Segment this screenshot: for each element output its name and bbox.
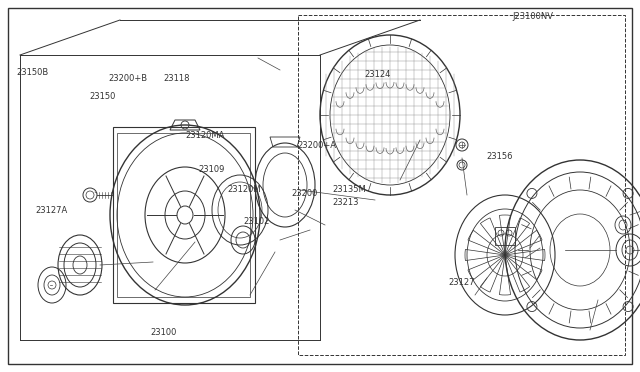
- Text: 23127: 23127: [448, 278, 474, 287]
- Text: 23200+B: 23200+B: [109, 74, 148, 83]
- Text: 23127A: 23127A: [35, 206, 67, 215]
- Text: 23213: 23213: [333, 198, 359, 207]
- Text: 23109: 23109: [198, 165, 225, 174]
- Text: 23150B: 23150B: [16, 68, 48, 77]
- Text: 23102: 23102: [243, 217, 269, 226]
- Text: J23100NV: J23100NV: [512, 12, 553, 21]
- Text: 23120M: 23120M: [227, 185, 261, 194]
- Text: 23200+A: 23200+A: [298, 141, 337, 150]
- Text: 23118: 23118: [163, 74, 189, 83]
- Text: 23100: 23100: [150, 328, 177, 337]
- Text: 23150: 23150: [90, 92, 116, 101]
- Text: 23200: 23200: [291, 189, 317, 198]
- Text: 23120MA: 23120MA: [186, 131, 225, 140]
- Text: 23135M: 23135M: [333, 185, 367, 194]
- Text: 23124: 23124: [365, 70, 391, 79]
- Text: 23156: 23156: [486, 152, 513, 161]
